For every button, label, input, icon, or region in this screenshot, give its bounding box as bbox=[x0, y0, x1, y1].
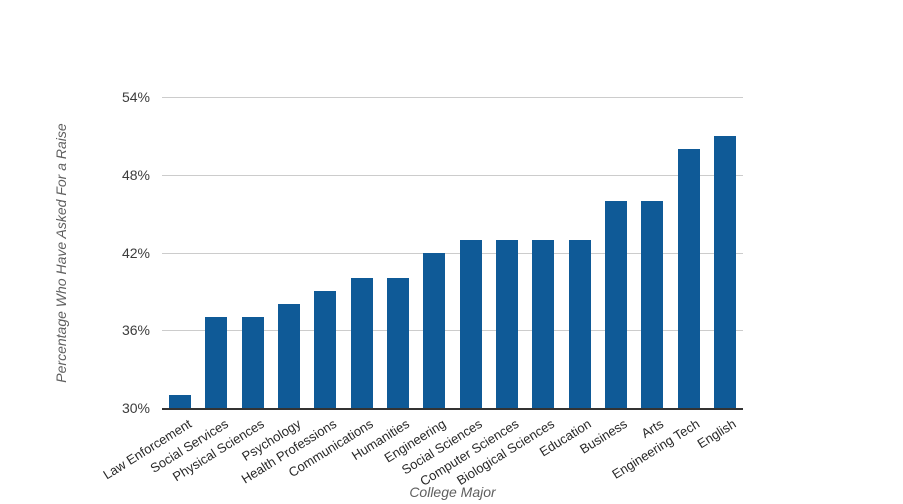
y-tick-label: 54% bbox=[121, 89, 150, 105]
bar bbox=[387, 278, 410, 408]
x-tick-label: English bbox=[694, 416, 739, 452]
bar bbox=[677, 148, 700, 408]
bar bbox=[532, 239, 555, 408]
x-axis-title: College Major bbox=[409, 484, 496, 500]
gridline bbox=[162, 252, 743, 254]
y-axis-title: Percentage Who Have Asked For a Raise bbox=[53, 123, 69, 383]
bar bbox=[604, 200, 627, 408]
gridline bbox=[162, 97, 743, 98]
bar bbox=[495, 239, 518, 408]
bar bbox=[314, 291, 337, 408]
y-tick-label: 30% bbox=[121, 400, 150, 416]
bar bbox=[205, 317, 228, 408]
plot-area: 30% 36% 42% 48% 54% Law Enforcement Social Ser… bbox=[100, 89, 743, 489]
bar bbox=[713, 135, 736, 408]
gridline bbox=[162, 330, 743, 332]
bar bbox=[278, 304, 301, 408]
bar bbox=[641, 200, 664, 408]
bar bbox=[423, 252, 446, 408]
y-tick-label: 42% bbox=[121, 244, 150, 261]
gridline bbox=[162, 174, 743, 176]
bar bbox=[241, 317, 264, 408]
y-tick-label: 48% bbox=[121, 166, 150, 183]
bar bbox=[568, 239, 591, 408]
bar bbox=[350, 278, 373, 408]
bar bbox=[459, 239, 482, 408]
y-tick-label: 36% bbox=[121, 322, 150, 339]
bar bbox=[169, 395, 192, 408]
